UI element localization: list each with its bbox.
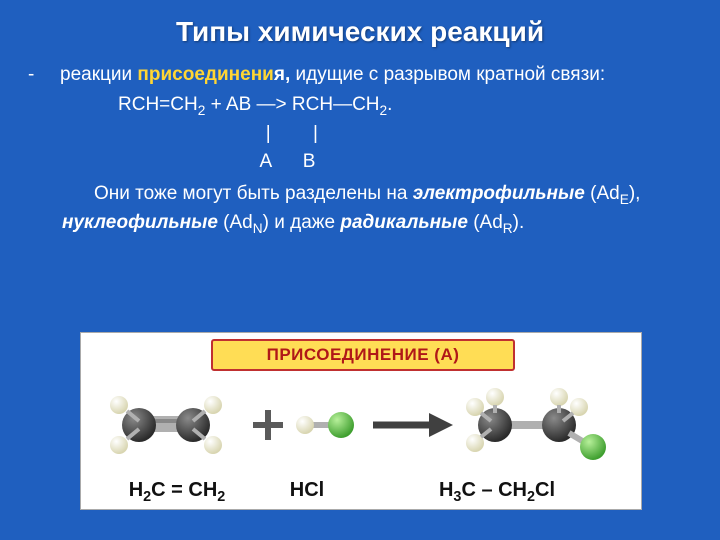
bullet-body: реакции присоединения, идущие с разрывом… (60, 62, 692, 88)
eq-part-c: . (387, 94, 392, 115)
p2-t3: ), (629, 183, 641, 204)
bullet-row: - реакции присоединения, идущие с разрыв… (28, 62, 692, 88)
lbl-pr-s2: 2 (527, 489, 535, 505)
molecule-area (81, 367, 641, 467)
p2-electro: электрофильные (413, 183, 585, 204)
p2-t1: Они тоже могут быть разделены на (94, 183, 413, 204)
bullet-accent: присоединени (137, 64, 273, 85)
label-ethene: H2C = CH2 (97, 479, 257, 505)
p2-E: E (620, 192, 629, 207)
hcl-molecule (296, 412, 354, 438)
arrow-icon (373, 413, 453, 437)
label-hcl: HCl (257, 479, 357, 505)
p2-t6: (Ad (468, 212, 503, 233)
eq-part-a: RCH=CH (118, 94, 198, 115)
equation-bonds: | | (118, 123, 692, 145)
lbl-eth-a: H (129, 479, 143, 501)
p2-N: N (253, 221, 263, 236)
p2-t2: (Ad (585, 183, 620, 204)
lbl-pr-b: C – CH (461, 479, 527, 501)
p2-t5: ) и даже (263, 212, 341, 233)
bullet-accent-tail: я, (274, 64, 290, 85)
bullet-dash: - (28, 62, 60, 88)
p2-t4: (Ad (218, 212, 253, 233)
reaction-diagram: ПРИСОЕДИНЕНИЕ (А) (80, 332, 642, 510)
eq-sub2: 2 (380, 102, 388, 117)
lbl-eth-s1: 2 (143, 489, 151, 505)
slide-title: Типы химических реакций (28, 16, 692, 48)
lbl-eth-s2: 2 (217, 489, 225, 505)
molecule-svg (81, 367, 641, 467)
lbl-eth-b: C = CH (151, 479, 217, 501)
p2-radical: радикальные (340, 212, 468, 233)
lbl-pr-c: Cl (535, 479, 555, 501)
lbl-pr-a: H (439, 479, 453, 501)
label-product: H3C – CH2Cl (367, 479, 627, 505)
p2-t7: ). (513, 212, 525, 233)
molecule-labels-row: H2C = CH2 HCl H3C – CH2Cl (81, 479, 641, 505)
plus-icon (253, 410, 283, 440)
bullet-pre: реакции (60, 64, 137, 85)
p2-nucleo: нуклеофильные (62, 212, 218, 233)
diagram-header: ПРИСОЕДИНЕНИЕ (А) (267, 345, 460, 364)
equation-labels: A B (118, 151, 692, 173)
bullet-post: идущие с разрывом кратной связи: (290, 64, 605, 85)
paragraph-2: Они тоже могут быть разделены на электро… (62, 181, 658, 238)
eq-part-b: + AB —> RCH—CH (205, 94, 379, 115)
p2-R: R (503, 221, 513, 236)
equation-line1: RCH=CH2 + AB —> RCH—CH2. (118, 94, 692, 118)
product-molecule (466, 388, 606, 460)
ethene-molecule (110, 396, 222, 454)
